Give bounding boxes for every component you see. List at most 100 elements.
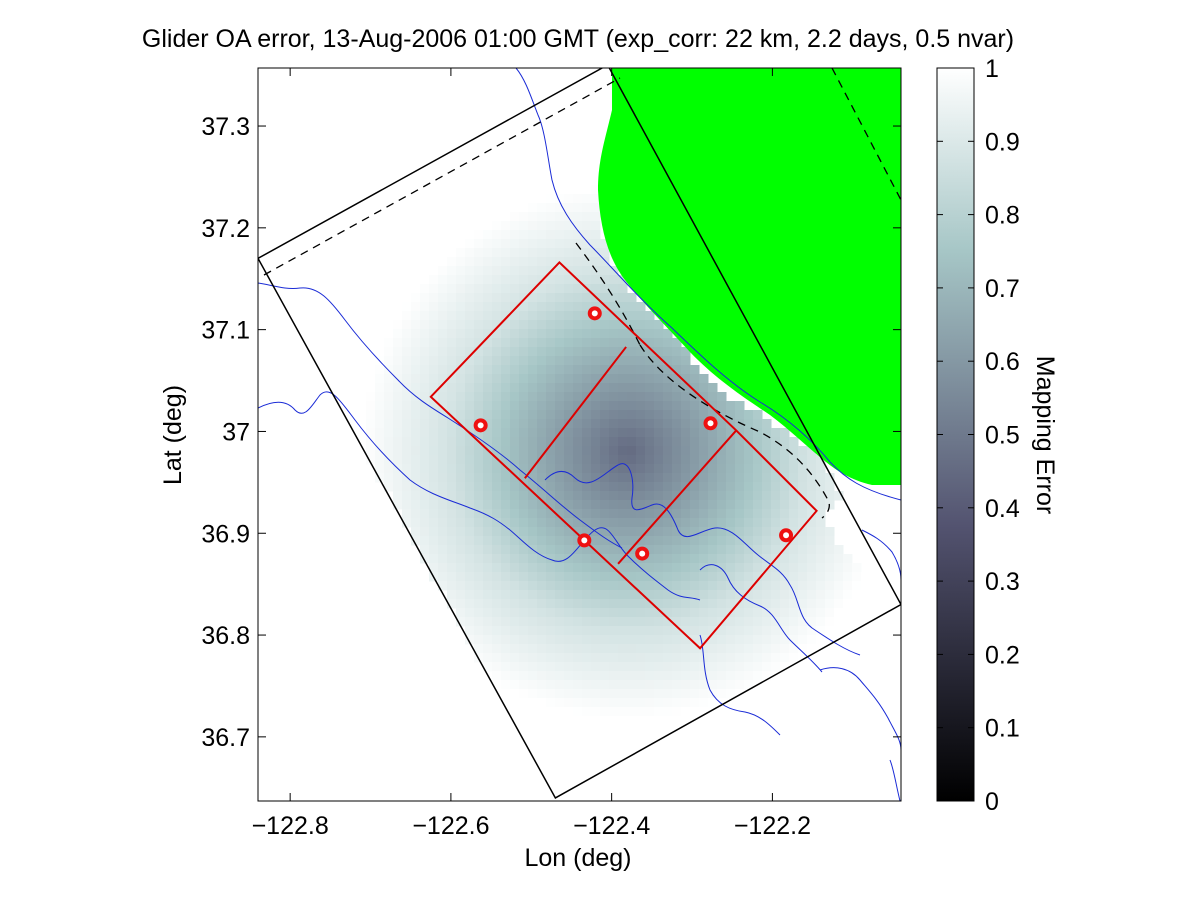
error-cell xyxy=(690,401,700,411)
error-cell xyxy=(465,590,475,600)
error-cell xyxy=(402,266,412,276)
error-cell xyxy=(600,563,610,573)
error-cell xyxy=(618,608,628,618)
error-cell xyxy=(339,212,349,222)
error-cell xyxy=(528,239,538,249)
error-cell xyxy=(465,473,475,483)
error-cell xyxy=(483,473,493,483)
error-cell xyxy=(519,518,529,528)
error-cell xyxy=(429,527,439,537)
error-cell xyxy=(528,167,538,177)
error-cell xyxy=(690,527,700,537)
error-cell xyxy=(717,572,727,582)
error-cell xyxy=(501,356,511,366)
error-cell xyxy=(474,509,484,519)
error-cell xyxy=(393,347,403,357)
error-cell xyxy=(573,545,583,555)
error-cell xyxy=(483,347,493,357)
error-cell xyxy=(708,392,718,402)
error-cell xyxy=(330,275,340,285)
error-cell xyxy=(843,572,853,582)
error-cell xyxy=(582,248,592,258)
error-cell xyxy=(447,599,457,609)
error-cell xyxy=(447,275,457,285)
error-cell xyxy=(393,221,403,231)
error-cell xyxy=(564,374,574,384)
error-cell xyxy=(474,464,484,474)
error-cell xyxy=(582,518,592,528)
survey-box xyxy=(429,261,818,650)
error-cell xyxy=(447,500,457,510)
error-cell xyxy=(357,329,367,339)
error-cell xyxy=(681,554,691,564)
error-cell xyxy=(528,608,538,618)
error-cell xyxy=(429,338,439,348)
error-cell xyxy=(537,320,547,330)
error-cell xyxy=(519,311,529,321)
error-cell xyxy=(528,203,538,213)
error-cell xyxy=(888,599,898,609)
error-cell xyxy=(429,500,439,510)
error-cell xyxy=(600,383,610,393)
error-cell xyxy=(789,446,799,456)
error-cell xyxy=(825,626,835,636)
error-cell xyxy=(555,131,565,141)
error-cell xyxy=(474,500,484,510)
error-cell xyxy=(456,482,466,492)
error-cell xyxy=(690,635,700,645)
error-cell xyxy=(618,581,628,591)
error-cell xyxy=(798,590,808,600)
error-cell xyxy=(483,545,493,555)
error-cell xyxy=(366,266,376,276)
error-cell xyxy=(582,482,592,492)
error-cell xyxy=(501,365,511,375)
error-cell xyxy=(555,284,565,294)
error-cell xyxy=(429,563,439,573)
error-cell xyxy=(618,518,628,528)
error-cell xyxy=(735,626,745,636)
error-cell xyxy=(510,581,520,591)
error-cell xyxy=(852,590,862,600)
error-cell xyxy=(375,365,385,375)
error-cell xyxy=(276,284,286,294)
error-cell xyxy=(564,608,574,618)
error-cell xyxy=(537,302,547,312)
error-cell xyxy=(627,347,637,357)
error-cell xyxy=(717,599,727,609)
error-cell xyxy=(555,122,565,132)
error-cell xyxy=(699,581,709,591)
error-cell xyxy=(708,617,718,627)
error-cell xyxy=(402,482,412,492)
error-cell xyxy=(294,275,304,285)
error-cell xyxy=(402,401,412,411)
error-cell xyxy=(699,464,709,474)
error-cell xyxy=(321,356,331,366)
error-cell xyxy=(807,572,817,582)
error-cell xyxy=(465,374,475,384)
error-cell xyxy=(483,230,493,240)
error-cell xyxy=(483,563,493,573)
error-cell xyxy=(591,644,601,654)
error-cell xyxy=(654,410,664,420)
error-cell xyxy=(357,203,367,213)
error-cell xyxy=(519,635,529,645)
error-cell xyxy=(528,221,538,231)
error-cell xyxy=(609,266,619,276)
error-cell xyxy=(690,572,700,582)
error-cell xyxy=(690,653,700,663)
error-cell xyxy=(582,653,592,663)
error-cell xyxy=(402,509,412,519)
error-cell xyxy=(663,626,673,636)
error-cell xyxy=(492,617,502,627)
error-cell xyxy=(501,536,511,546)
error-cell xyxy=(618,689,628,699)
error-cell xyxy=(438,257,448,267)
error-cell xyxy=(384,239,394,249)
error-cell xyxy=(582,185,592,195)
error-cell xyxy=(735,689,745,699)
error-cell xyxy=(591,446,601,456)
error-cell xyxy=(636,509,646,519)
error-cell xyxy=(357,293,367,303)
error-cell xyxy=(753,464,763,474)
